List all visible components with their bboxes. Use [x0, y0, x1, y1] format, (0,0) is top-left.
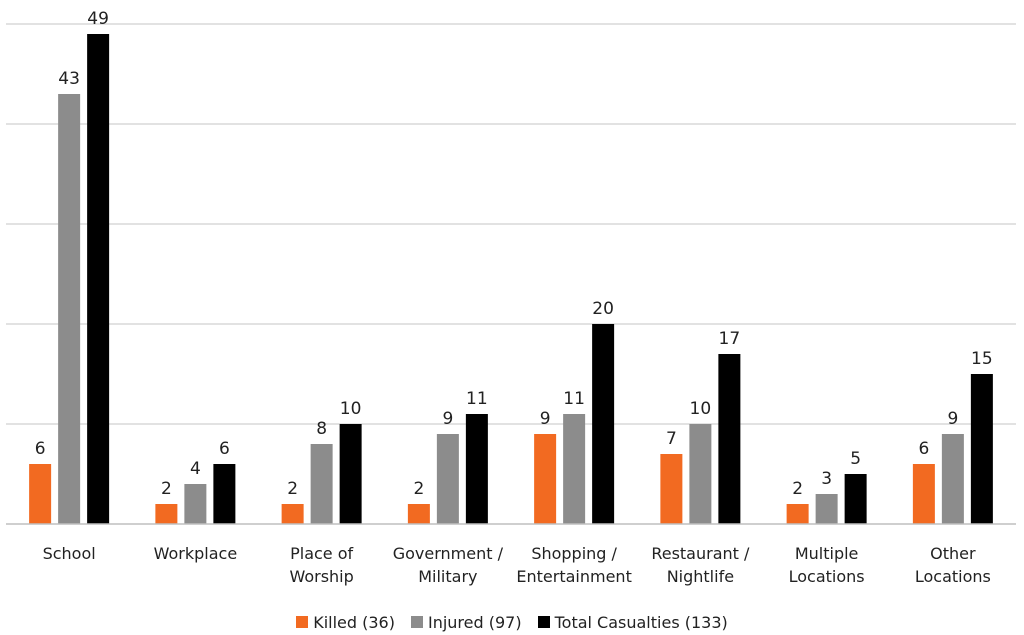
legend-item-injured: Injured (97) [410, 612, 522, 632]
bar-killed [29, 464, 52, 524]
category-label: Other [930, 544, 976, 563]
category-labels: School Workplace Place of Worship Government… [43, 544, 991, 586]
bar-total-casualties [718, 354, 741, 524]
data-label-injured: 4 [190, 459, 201, 479]
legend-label-injured: Injured (97) [427, 612, 522, 632]
data-label-killed: 7 [666, 429, 677, 449]
bar-killed [407, 504, 430, 524]
category-label: Government / [393, 544, 504, 563]
data-label-injured: 3 [821, 469, 832, 489]
data-label-total-casualties: 20 [592, 299, 614, 319]
bar-killed [660, 454, 683, 524]
data-label-injured: 10 [690, 399, 712, 419]
category-label: Nightlife [667, 567, 734, 586]
data-label-killed: 2 [287, 479, 298, 499]
bar-total-casualties [87, 34, 110, 524]
bar-total-casualties [213, 464, 236, 524]
data-label-injured: 11 [563, 389, 585, 409]
category-label: Entertainment [516, 567, 631, 586]
legend-swatch-total [537, 616, 550, 628]
bars [29, 34, 993, 524]
bar-total-casualties [970, 374, 993, 524]
legend-swatch-injured [410, 616, 423, 628]
category-label: Locations [789, 567, 865, 586]
data-label-killed: 2 [413, 479, 424, 499]
legend-label-total: Total Casualties (133) [554, 612, 728, 632]
data-label-total-casualties: 5 [850, 449, 861, 469]
legend-label-killed: Killed (36) [313, 612, 395, 632]
data-label-killed: 9 [540, 409, 551, 429]
category-label: Worship [289, 567, 353, 586]
bar-injured [689, 424, 712, 524]
bar-killed [281, 504, 304, 524]
legend: Killed (36) Injured (97) Total Casualtie… [0, 610, 1024, 634]
bar-killed [912, 464, 935, 524]
data-label-killed: 2 [161, 479, 172, 499]
bar-injured [563, 414, 586, 524]
category-label: Workplace [154, 544, 238, 563]
bar-total-casualties [592, 324, 615, 524]
data-label-injured: 43 [58, 69, 80, 89]
category-label: Restaurant / [651, 544, 750, 563]
legend-item-total: Total Casualties (133) [537, 612, 728, 632]
data-label-killed: 2 [792, 479, 803, 499]
bar-killed [155, 504, 178, 524]
bar-total-casualties [339, 424, 362, 524]
data-label-total-casualties: 10 [340, 399, 362, 419]
category-label: Place of [290, 544, 353, 563]
bar-injured [815, 494, 838, 524]
data-label-killed: 6 [35, 439, 46, 459]
category-label: Shopping / [531, 544, 617, 563]
data-label-total-casualties: 6 [219, 439, 230, 459]
bar-killed [534, 434, 557, 524]
data-label-injured: 9 [947, 409, 958, 429]
bar-injured [58, 94, 81, 524]
data-label-total-casualties: 15 [971, 349, 993, 369]
data-label-total-casualties: 11 [466, 389, 488, 409]
gridlines [6, 23, 1016, 425]
bar-injured [184, 484, 207, 524]
legend-item-killed: Killed (36) [296, 613, 395, 632]
bar-injured [310, 444, 333, 524]
data-label-killed: 6 [918, 439, 929, 459]
data-label-total-casualties: 17 [719, 329, 741, 349]
category-label: Locations [915, 567, 991, 586]
bar-injured [436, 434, 459, 524]
category-label: School [43, 544, 96, 563]
data-label-injured: 8 [316, 419, 327, 439]
bar-total-casualties [844, 474, 867, 524]
bar-injured [941, 434, 964, 524]
bar-killed [786, 504, 809, 524]
category-label: Military [418, 567, 477, 586]
data-label-total-casualties: 49 [87, 9, 109, 29]
data-label-injured: 9 [442, 409, 453, 429]
bar-total-casualties [465, 414, 488, 524]
category-label: Multiple [795, 544, 859, 563]
legend-swatch-killed [296, 616, 309, 628]
